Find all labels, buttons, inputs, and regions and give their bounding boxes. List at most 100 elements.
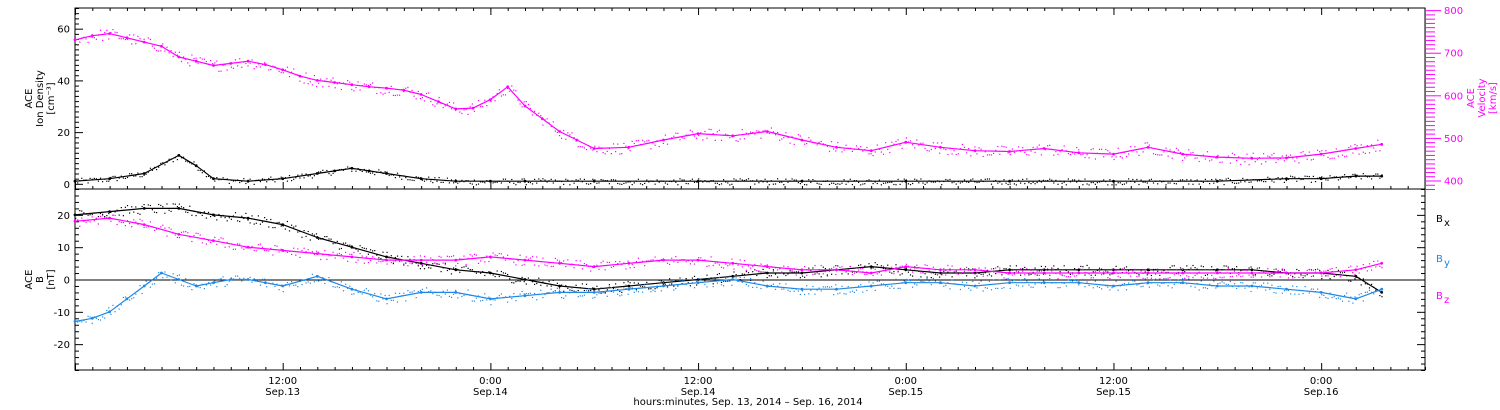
by-point: [1380, 287, 1384, 291]
velocity-sample-dot: [860, 146, 862, 148]
velocity-sample-dot: [496, 93, 498, 95]
velocity-sample-dot: [970, 155, 972, 157]
density-sample-dot: [496, 181, 498, 183]
by-sample-dot: [868, 281, 870, 283]
density-point: [1008, 179, 1011, 183]
velocity-sample-dot: [874, 151, 876, 153]
by-sample-dot: [1044, 286, 1047, 288]
by-sample-dot: [750, 278, 752, 280]
bx-sample-dot: [438, 263, 440, 265]
velocity-sample-dot: [1121, 157, 1123, 159]
density-sample-dot: [772, 183, 774, 185]
velocity-sample-dot: [710, 129, 712, 131]
by-sample-dot: [895, 278, 897, 280]
by-sample-dot: [1040, 282, 1042, 284]
bz-sample-dot: [210, 241, 212, 243]
bz-sample-dot: [218, 239, 220, 241]
velocity-sample-dot: [716, 131, 718, 133]
by-sample-dot: [1258, 285, 1260, 287]
bz-sample-dot: [922, 271, 924, 273]
by-sample-dot: [390, 299, 392, 301]
by-sample-dot: [818, 287, 820, 289]
by-point: [385, 297, 388, 301]
bz-sample-dot: [627, 260, 629, 262]
bx-sample-dot: [619, 290, 621, 293]
by-sample-dot: [980, 280, 982, 282]
bz-sample-dot: [1377, 260, 1379, 262]
density-sample-dot: [247, 181, 249, 183]
density-sample-dot: [336, 169, 338, 171]
velocity-sample-dot: [355, 87, 357, 89]
density-sample-dot: [760, 180, 762, 182]
velocity-sample-dot: [1296, 157, 1298, 159]
velocity-sample-dot: [232, 67, 234, 69]
bz-sample-dot: [187, 232, 189, 234]
density-sample-dot: [818, 183, 820, 185]
velocity-sample-dot: [268, 69, 270, 71]
bx-sample-dot: [984, 272, 986, 274]
bz-sample-dot: [328, 255, 330, 257]
bx-sample-dot: [704, 280, 706, 282]
by-sample-dot: [1013, 279, 1015, 281]
velocity-sample-dot: [1267, 155, 1269, 157]
bz-sample-dot: [527, 258, 529, 260]
bx-sample-dot: [529, 279, 531, 281]
density-sample-dot: [596, 182, 598, 184]
bz-point: [1077, 271, 1081, 275]
velocity-sample-dot: [654, 144, 656, 146]
velocity-sample-dot: [183, 56, 185, 58]
velocity-sample-dot: [222, 64, 224, 66]
bz-sample-dot: [291, 253, 293, 256]
bx-sample-dot: [450, 273, 453, 275]
density-sample-dot: [315, 172, 318, 174]
by-sample-dot: [450, 296, 453, 298]
bx-sample-dot: [363, 247, 365, 249]
bz-sample-dot: [841, 266, 843, 268]
by-sample-dot: [247, 279, 249, 281]
velocity-sample-dot: [519, 103, 521, 105]
velocity-sample-dot: [1020, 150, 1022, 152]
velocity-sample-dot: [87, 41, 89, 43]
density-sample-dot: [546, 181, 548, 183]
by-sample-dot: [835, 284, 837, 286]
by-sample-dot: [124, 296, 126, 298]
density-sample-dot: [1007, 183, 1009, 186]
bz-sample-dot: [988, 273, 990, 275]
velocity-sample-dot: [876, 144, 878, 146]
by-sample-dot: [432, 293, 434, 295]
by-sample-dot: [1082, 278, 1084, 280]
by-sample-dot: [1219, 282, 1221, 284]
density-sample-dot: [739, 178, 741, 180]
density-sample-dot: [372, 172, 374, 174]
velocity-sample-dot: [583, 147, 585, 149]
y-axis-label-line: [cm⁻³]: [46, 82, 57, 114]
velocity-sample-dot: [598, 146, 600, 148]
velocity-sample-dot: [214, 62, 216, 64]
density-sample-dot: [342, 169, 345, 171]
bz-sample-dot: [606, 261, 608, 263]
density-sample-dot: [974, 181, 976, 183]
bz-sample-dot: [801, 270, 804, 272]
density-sample-dot: [907, 183, 909, 185]
bz-sample-dot: [1148, 268, 1150, 270]
density-sample-dot: [619, 183, 621, 185]
density-sample-dot: [606, 180, 608, 182]
velocity-sample-dot: [1233, 154, 1236, 156]
bz-sample-dot: [222, 238, 224, 240]
density-sample-dot: [631, 184, 633, 186]
by-sample-dot: [446, 289, 448, 291]
density-sample-dot: [318, 171, 320, 173]
bx-sample-dot: [1271, 275, 1273, 277]
bx-sample-dot: [1119, 268, 1121, 270]
bx-sample-dot: [494, 276, 496, 278]
velocity-point: [1146, 145, 1150, 149]
bz-sample-dot: [1059, 273, 1061, 275]
density-sample-dot: [731, 183, 733, 185]
by-sample-dot: [822, 286, 824, 288]
by-sample-dot: [1032, 286, 1034, 288]
bz-sample-dot: [986, 275, 988, 277]
by-sample-dot: [1271, 284, 1273, 286]
density-sample-dot: [97, 180, 99, 182]
by-sample-dot: [415, 297, 417, 299]
by-sample-dot: [419, 290, 421, 292]
